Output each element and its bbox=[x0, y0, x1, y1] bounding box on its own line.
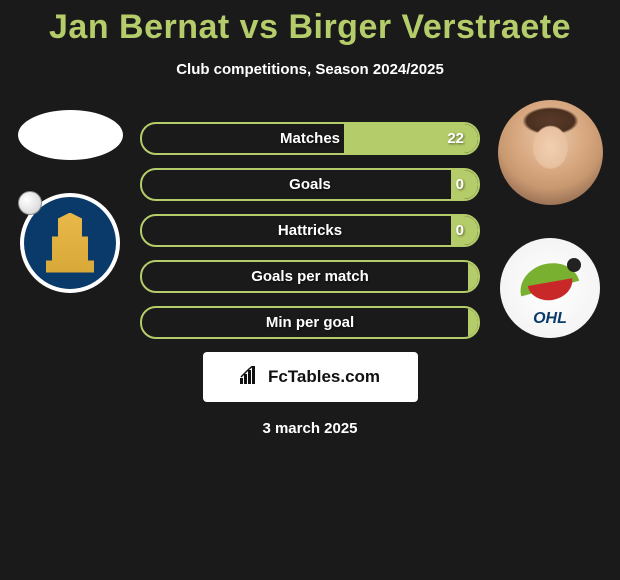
stats-column: Matches 22 Goals 0 Hattricks 0 Goals per… bbox=[140, 122, 480, 437]
stat-value-right: 22 bbox=[447, 130, 464, 147]
club-badge-text: OHL bbox=[533, 310, 567, 328]
stat-label: Hattricks bbox=[278, 222, 342, 239]
page-title: Jan Bernat vs Birger Verstraete bbox=[0, 0, 620, 47]
stat-label: Goals per match bbox=[251, 268, 369, 285]
stat-row-hattricks: Hattricks 0 bbox=[140, 214, 480, 247]
player-left-club-badge bbox=[20, 185, 120, 300]
club-badge-shield bbox=[20, 193, 120, 293]
soccer-ball-icon bbox=[18, 191, 42, 215]
stat-fill-right bbox=[468, 262, 478, 291]
stat-value-right: 0 bbox=[456, 176, 464, 193]
stat-value-right: 0 bbox=[456, 222, 464, 239]
subtitle: Club competitions, Season 2024/2025 bbox=[0, 61, 620, 78]
face-icon bbox=[498, 100, 603, 205]
footer-date: 3 march 2025 bbox=[140, 420, 480, 437]
player-right-club-badge: OHL bbox=[500, 230, 600, 345]
swoosh-ball-icon bbox=[567, 258, 581, 272]
bar-chart-icon bbox=[240, 366, 262, 389]
cathedral-icon bbox=[40, 213, 100, 273]
footer-logo[interactable]: FcTables.com bbox=[203, 352, 418, 402]
player-left-photo bbox=[18, 110, 123, 160]
right-player-column: OHL bbox=[490, 100, 610, 345]
stat-label: Goals bbox=[289, 176, 331, 193]
stat-label: Matches bbox=[280, 130, 340, 147]
left-player-column bbox=[10, 100, 130, 300]
stat-label: Min per goal bbox=[266, 314, 354, 331]
swoosh-icon bbox=[515, 256, 585, 306]
player-right-photo bbox=[498, 100, 603, 205]
stat-row-min-per-goal: Min per goal bbox=[140, 306, 480, 339]
stat-row-goals: Goals 0 bbox=[140, 168, 480, 201]
footer-logo-text: FcTables.com bbox=[268, 367, 380, 387]
club-badge-circle: OHL bbox=[500, 238, 600, 338]
stat-fill-right bbox=[468, 308, 478, 337]
stat-row-goals-per-match: Goals per match bbox=[140, 260, 480, 293]
stat-row-matches: Matches 22 bbox=[140, 122, 480, 155]
